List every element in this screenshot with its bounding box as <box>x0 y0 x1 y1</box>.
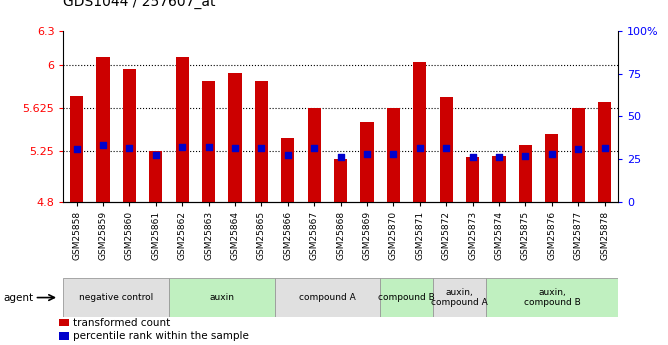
Point <box>388 151 399 157</box>
Point <box>177 145 188 150</box>
Text: transformed count: transformed count <box>73 318 170 327</box>
Text: auxin,
compound A: auxin, compound A <box>431 288 488 307</box>
Bar <box>572 108 585 202</box>
Text: compound B: compound B <box>378 293 435 302</box>
Text: percentile rank within the sample: percentile rank within the sample <box>73 331 249 341</box>
Text: auxin,
compound B: auxin, compound B <box>524 288 580 307</box>
Point <box>362 151 373 157</box>
Point <box>546 151 557 157</box>
Bar <box>492 156 506 202</box>
Point <box>441 146 452 151</box>
Bar <box>361 122 373 202</box>
Point <box>203 145 214 150</box>
Text: agent: agent <box>3 293 33 303</box>
Bar <box>70 96 84 202</box>
Point <box>150 152 161 158</box>
Text: negative control: negative control <box>79 293 154 302</box>
Bar <box>149 151 162 202</box>
Point <box>415 146 426 151</box>
Point <box>283 152 293 158</box>
Point <box>573 147 584 152</box>
Bar <box>255 81 268 202</box>
Point <box>468 155 478 160</box>
Bar <box>308 108 321 202</box>
Point <box>520 154 531 159</box>
Point <box>335 155 346 160</box>
Text: GDS1044 / 257607_at: GDS1044 / 257607_at <box>63 0 216 9</box>
Bar <box>545 134 558 202</box>
Bar <box>440 97 453 202</box>
Bar <box>486 278 618 317</box>
Point <box>98 142 108 148</box>
Bar <box>123 69 136 202</box>
Bar <box>413 62 426 202</box>
Bar <box>202 81 215 202</box>
Point <box>309 146 319 151</box>
Bar <box>380 278 433 317</box>
Bar <box>63 278 169 317</box>
Bar <box>334 159 347 202</box>
Bar <box>275 278 380 317</box>
Bar <box>176 57 189 202</box>
Bar <box>281 138 295 202</box>
Bar <box>169 278 275 317</box>
Text: compound A: compound A <box>299 293 356 302</box>
Point <box>71 147 82 152</box>
Bar <box>387 108 400 202</box>
Point <box>494 155 504 160</box>
Text: auxin: auxin <box>209 293 234 302</box>
Bar <box>598 102 611 202</box>
Bar <box>466 157 480 202</box>
Bar <box>96 57 110 202</box>
Point <box>124 146 135 151</box>
Bar <box>228 73 242 202</box>
Point <box>599 146 610 151</box>
Point <box>230 146 240 151</box>
Bar <box>519 145 532 202</box>
Bar <box>433 278 486 317</box>
Point <box>256 146 267 151</box>
Bar <box>59 319 69 326</box>
Bar <box>59 333 69 339</box>
